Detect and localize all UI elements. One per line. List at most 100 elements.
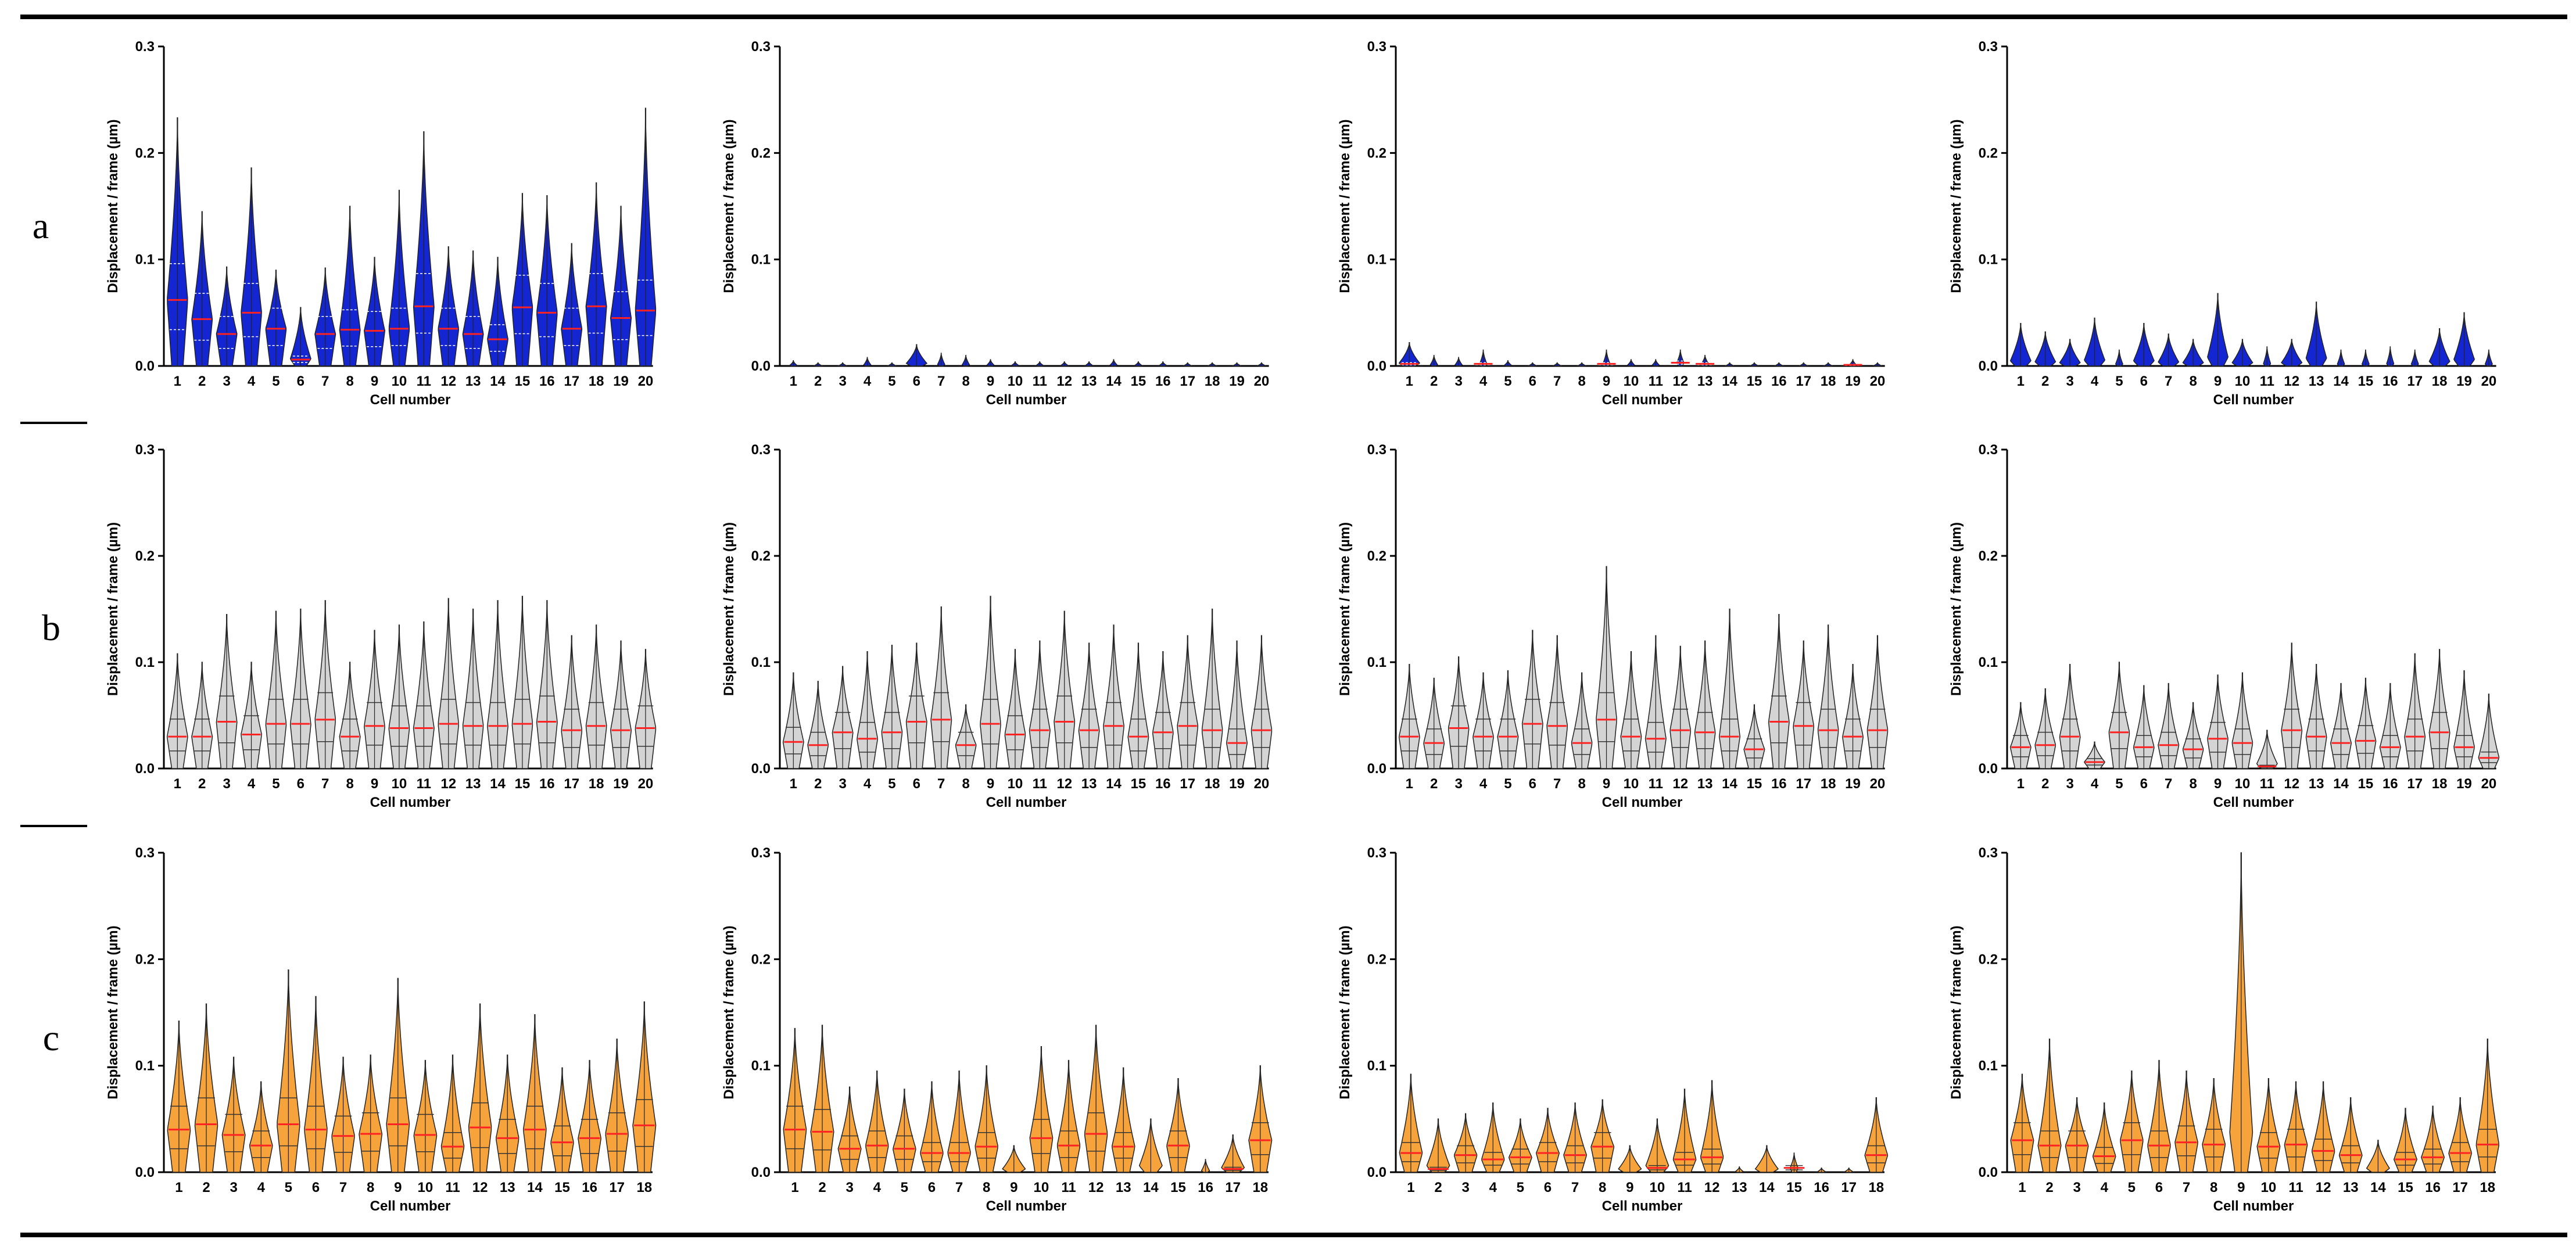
x-tick-label: 10 <box>2235 776 2251 792</box>
violin-13 <box>2305 663 2327 769</box>
x-tick-label: 20 <box>1254 373 1270 389</box>
violin-8 <box>955 704 977 769</box>
x-tick-label: 12 <box>2316 1180 2331 1195</box>
x-tick-label: 3 <box>839 373 846 389</box>
panel-a4: 0.00.10.20.31 2 3 4 5 6 7 8 9 10 11 12 13 14 15 16 17 18 1… <box>1948 39 2496 408</box>
violin-16 <box>1768 613 1790 769</box>
violin-1 <box>783 1028 807 1173</box>
violin-13 <box>1735 1166 1744 1173</box>
violin-13 <box>1696 354 1715 367</box>
y-axis-title: Displacement / frame (µm) <box>1337 522 1353 696</box>
violin-9 <box>1597 349 1616 367</box>
x-tick-label: 1 <box>174 776 181 792</box>
x-tick-label: 7 <box>321 776 329 792</box>
violin-2 <box>813 362 823 367</box>
panel-b3: 0.00.10.20.31 2 3 4 5 6 7 8 9 10 11 12 13 14 15 16 17 18 1… <box>1337 442 1889 810</box>
violin-16 <box>1817 1167 1826 1173</box>
violin-3 <box>221 1057 246 1173</box>
x-tick-label: 4 <box>1479 776 1488 792</box>
violin-14 <box>1109 359 1118 367</box>
x-tick-label: 5 <box>901 1180 908 1195</box>
violin-3 <box>1454 1113 1478 1173</box>
violin-3 <box>216 266 238 367</box>
x-tick-label: 12 <box>440 776 456 792</box>
violin-16 <box>536 600 558 769</box>
violin-8 <box>2182 702 2204 769</box>
x-tick-label: 1 <box>1407 1180 1414 1195</box>
violin-10 <box>388 189 410 367</box>
x-tick-label: 16 <box>2382 373 2398 389</box>
x-tick-label: 19 <box>1229 373 1245 389</box>
violin-1 <box>2009 702 2032 769</box>
violin-2 <box>807 681 829 769</box>
x-tick-label: 20 <box>638 373 654 389</box>
y-axis-title: Displacement / frame (µm) <box>1337 119 1353 293</box>
violin-13 <box>462 250 484 367</box>
violin-15 <box>1127 642 1149 769</box>
x-tick-label: 17 <box>1180 776 1195 792</box>
violin-5 <box>881 644 903 769</box>
x-tick-label: 17 <box>2407 776 2423 792</box>
x-tick-label: 17 <box>1841 1180 1857 1195</box>
y-tick-label: 0.2 <box>1367 548 1386 564</box>
x-tick-label: 18 <box>1252 1180 1268 1195</box>
violin-6 <box>304 996 328 1173</box>
y-axis-title: Displacement / frame (µm) <box>105 522 121 696</box>
violin-15 <box>1783 1152 1805 1173</box>
violin-6 <box>1535 1108 1560 1173</box>
x-tick-label: 1 <box>790 776 797 792</box>
x-tick-label: 8 <box>1578 373 1585 389</box>
violin-6 <box>905 344 928 367</box>
violin-15 <box>511 595 533 769</box>
violin-3 <box>837 362 848 367</box>
x-tick-label: 11 <box>417 373 431 389</box>
y-tick-label: 0.0 <box>751 1165 771 1180</box>
violin-6 <box>920 1081 944 1173</box>
x-tick-label: 15 <box>515 373 531 389</box>
x-tick-label: 10 <box>1034 1180 1049 1195</box>
x-tick-label: 8 <box>1599 1180 1606 1195</box>
violin-7 <box>331 1057 355 1173</box>
violin-2 <box>191 211 213 367</box>
violin-13 <box>2338 1097 2363 1173</box>
x-tick-label: 6 <box>1529 373 1536 389</box>
violin-10 <box>413 1060 438 1173</box>
violin-5 <box>893 1089 916 1173</box>
x-tick-label: 17 <box>564 776 579 792</box>
x-tick-label: 18 <box>2480 1180 2495 1195</box>
x-tick-label: 8 <box>2189 373 2197 389</box>
x-tick-label: 10 <box>2261 1180 2277 1195</box>
violin-5 <box>1508 1118 1532 1173</box>
x-tick-label: 17 <box>609 1180 625 1195</box>
y-axis-title: Displacement / frame (µm) <box>721 119 737 293</box>
violin-13 <box>1078 642 1100 769</box>
x-tick-label: 3 <box>223 776 230 792</box>
violin-18 <box>2428 649 2450 769</box>
x-tick-label: 12 <box>2284 776 2299 792</box>
y-tick-label: 0.1 <box>751 655 771 670</box>
y-tick-label: 0.3 <box>1367 442 1386 458</box>
x-tick-label: 5 <box>1504 776 1511 792</box>
violin-16 <box>1158 361 1167 367</box>
violin-1 <box>167 1020 191 1173</box>
x-tick-label: 8 <box>962 776 969 792</box>
x-tick-label: 20 <box>1870 373 1886 389</box>
x-tick-label: 12 <box>472 1180 488 1195</box>
violin-17 <box>561 243 583 367</box>
x-tick-label: 4 <box>864 373 872 389</box>
violin-19 <box>610 640 632 769</box>
violin-5 <box>277 969 300 1173</box>
violin-11 <box>1651 359 1660 367</box>
x-tick-label: 7 <box>1553 776 1561 792</box>
x-tick-label: 13 <box>500 1180 515 1195</box>
violin-3 <box>216 613 238 769</box>
violin-18 <box>1864 1097 1889 1173</box>
violin-panels: 0.00.10.20.31 2 3 4 5 6 7 8 9 10 11 12 13 14 15 16 17 18 1… <box>105 39 2500 1214</box>
row-label-b: b <box>42 607 60 648</box>
violin-16 <box>2379 683 2401 769</box>
x-tick-label: 19 <box>1229 776 1245 792</box>
x-tick-label: 1 <box>791 1180 798 1195</box>
x-tick-label: 6 <box>297 373 304 389</box>
panel-a3: 0.00.10.20.31 2 3 4 5 6 7 8 9 10 11 12 13 14 15 16 17 18 1… <box>1337 39 1885 408</box>
